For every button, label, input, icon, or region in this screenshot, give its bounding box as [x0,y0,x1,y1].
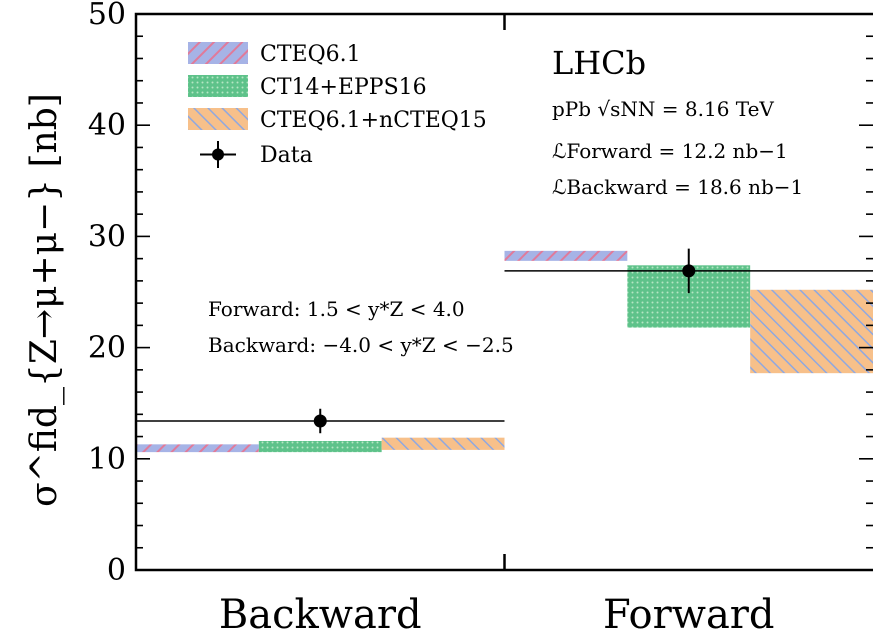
data-points [313,248,696,434]
y-tick-label: 40 [88,108,126,143]
y-tick-label: 30 [88,219,126,254]
data-point [682,264,696,278]
prediction-band [750,289,873,374]
legend-marker-data [200,141,236,168]
y-tick-label: 10 [88,442,126,477]
data-point [313,414,327,428]
x-category-label: Backward [219,592,422,637]
y-tick-label: 50 [88,0,126,32]
y-axis-label: σ^fid_{Z→μ+μ−} [nb] [24,93,65,507]
prediction-band [258,441,382,453]
prediction-band [504,250,628,261]
y-tick-label: 20 [88,331,126,366]
y-axis-ticks: 0 10 20 30 40 50 [88,0,873,588]
legend-swatch-epps [188,75,248,97]
energy-label: pPb √sNN = 8.16 TeV [552,97,774,121]
prediction-band [381,437,505,450]
lumi-forward-label: ℒForward = 12.2 nb−1 [552,139,788,163]
legend-label-cteq: CTEQ6.1 [260,42,361,67]
range-forward-label: Forward: 1.5 < y*Z < 4.0 [208,297,465,321]
legend-label-ncteq: CTEQ6.1+nCTEQ15 [260,108,487,133]
range-backward-label: Backward: −4.0 < y*Z < −2.5 [208,333,514,357]
legend: CTEQ6.1 CT14+EPPS16 CTEQ6.1+nCTEQ15 Data [188,42,487,168]
x-category-label: Forward [603,592,775,637]
legend-label-epps: CT14+EPPS16 [260,75,427,100]
y-axis-label-text: σ^fid_{Z→μ+μ−} [nb] [24,93,65,507]
legend-label-data: Data [260,143,313,168]
legend-swatch-ncteq [188,108,248,130]
y-tick-label: 0 [107,553,126,588]
prediction-band [136,444,259,453]
lumi-backward-label: ℒBackward = 18.6 nb−1 [552,175,803,199]
x-axis-categories: Backward Forward [219,592,775,637]
legend-swatch-cteq [188,42,248,64]
experiment-label: LHCb [552,44,646,82]
